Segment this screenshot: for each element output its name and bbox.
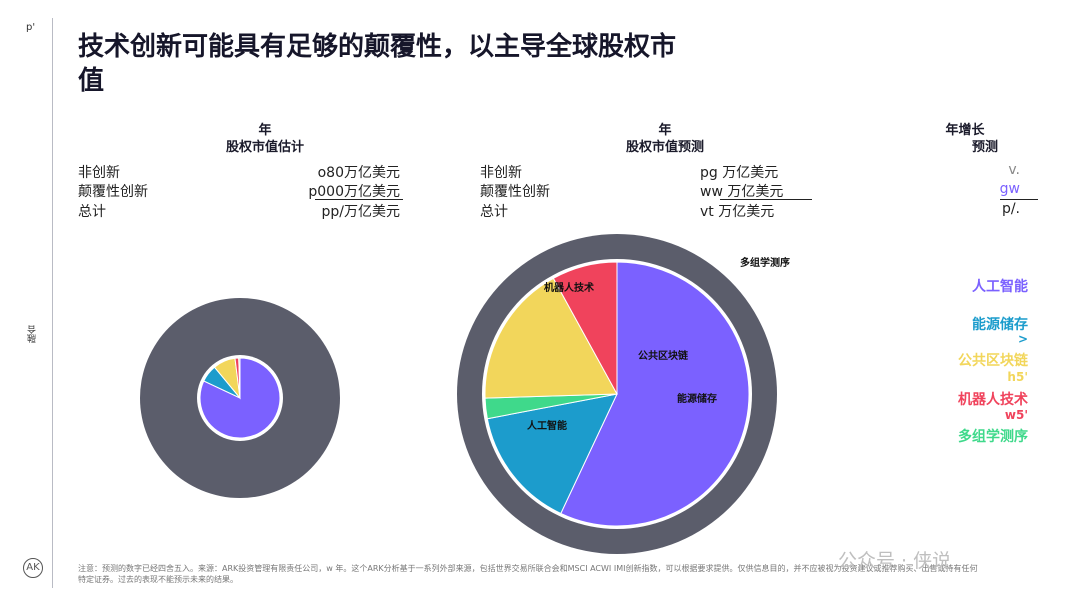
sum-underline <box>1000 199 1038 200</box>
column-header-2020: 年 股权市值估计 <box>190 122 340 156</box>
row-label-non-innovation: 非创新 <box>78 165 120 181</box>
growth-value-non-innovation: v. <box>1008 162 1020 178</box>
pie-slice-4 <box>552 261 618 395</box>
row-label-disruptive: 颠覆性创新 <box>78 184 148 200</box>
column-header-year: 年 <box>658 123 672 138</box>
row-label-non-innovation: 非创新 <box>480 165 522 181</box>
sum-underline <box>315 199 403 200</box>
pie-slice-0 <box>560 261 750 527</box>
row-value-total: vt 万亿美元 <box>700 204 775 220</box>
slice-label-2: 多组学测序 <box>740 256 790 269</box>
legend-ai: 人工智能 <box>972 279 1028 295</box>
row-label-disruptive: 颠覆性创新 <box>480 184 550 200</box>
footnote: 注意：预测的数字已经四舍五入。来源：ARK投资管理有限责任公司，w 年。这个AR… <box>78 564 978 584</box>
watermark-wechat: 公众号 · 侠说 <box>838 550 952 572</box>
page-title: 技术创新可能具有足够的颠覆性，以主导全球股权市值 <box>78 32 677 96</box>
slice-label-1: 能源储存 <box>677 392 717 405</box>
legend-energy-note: > <box>1017 332 1028 346</box>
row-value-disruptive: ww 万亿美元 <box>700 184 784 200</box>
legend-public-blockchain: 公共区块链 <box>958 353 1028 369</box>
slice-label-4: 机器人技术 <box>544 281 594 294</box>
row-label-total: 总计 <box>78 204 106 220</box>
column-header-year: 年增长 <box>945 123 985 138</box>
column-header-title: 股权市值预测 <box>625 140 704 155</box>
pie-slice-1 <box>486 393 618 515</box>
column-header-2030: 年 股权市值预测 <box>590 122 740 156</box>
column-header-title: 预测 <box>971 140 998 155</box>
column-header-title: 股权市值估计 <box>225 140 304 155</box>
column-header-year: 年 <box>258 123 272 138</box>
row-value-non-innovation: pg 万亿美元 <box>700 165 779 181</box>
column-header-growth: 年增长 预测 <box>900 122 1030 156</box>
sidebar-divider <box>52 18 53 588</box>
row-value-total: pp/万亿美元 <box>321 204 401 220</box>
watermark-sohu: 搜狐号@侠说 <box>928 575 1043 597</box>
slice-label-3: 公共区块链 <box>638 349 689 362</box>
row-value-disruptive: p000万亿美元 <box>308 184 400 200</box>
legend-robotics: 机器人技术 <box>958 392 1028 408</box>
growth-value-disruptive: gw <box>999 181 1020 197</box>
legend-robotics-note: w5' <box>1004 408 1028 422</box>
pie-slice-4 <box>238 357 241 399</box>
legend-multiomics: 多组学测序 <box>958 429 1028 445</box>
growth-value-total: p/. <box>1001 201 1020 217</box>
row-label-total: 总计 <box>480 204 508 220</box>
sum-underline <box>720 199 812 200</box>
page-number: p' <box>26 22 36 33</box>
legend-blockchain-note: h5' <box>1007 370 1028 384</box>
row-value-non-innovation: o80万亿美元 <box>317 165 400 181</box>
pie-slice-3 <box>484 277 618 399</box>
legend-energy-storage: 能源储存 <box>972 317 1028 333</box>
slice-label-0: 人工智能 <box>527 419 567 432</box>
ark-logo: AK <box>23 558 43 578</box>
pie-chart-2020 <box>140 298 340 498</box>
